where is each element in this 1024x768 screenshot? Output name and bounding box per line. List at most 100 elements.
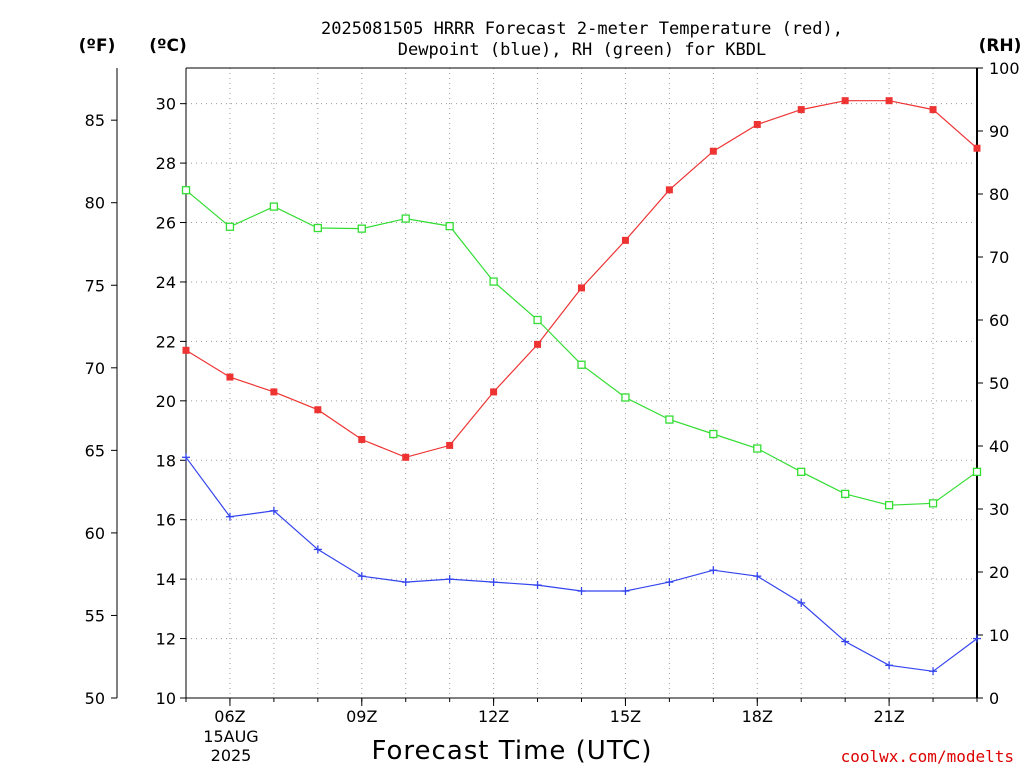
chart-title-line2: Dewpoint (blue), RH (green) for KBDL xyxy=(398,40,766,60)
rh-tick-label: 90 xyxy=(989,122,1009,141)
x-tick-label: 18Z xyxy=(742,707,773,726)
temperature-point xyxy=(270,388,278,396)
celsius-tick-label: 10 xyxy=(156,689,176,708)
rh-point xyxy=(972,467,982,476)
dewpoint-point xyxy=(709,566,718,575)
rh-line xyxy=(185,189,978,506)
rh-point xyxy=(841,489,850,499)
chart-title-line1: 2025081505 HRRR Forecast 2-meter Tempera… xyxy=(321,19,843,39)
rh-tick-label: 100 xyxy=(989,59,1020,78)
fahrenheit-tick-label: 85 xyxy=(85,111,105,130)
dewpoint-point xyxy=(929,667,938,676)
rh-tick-label: 10 xyxy=(989,626,1009,645)
x-tick-label: 09Z xyxy=(346,707,377,726)
dewpoint-point xyxy=(489,578,498,587)
celsius-tick-label: 12 xyxy=(156,630,176,649)
rh-point xyxy=(709,429,718,439)
celsius-tick-label: 24 xyxy=(156,273,176,292)
fahrenheit-tick-label: 80 xyxy=(85,194,105,213)
rh-tick-label: 70 xyxy=(989,248,1009,267)
celsius-tick-label: 26 xyxy=(156,214,176,233)
rh-point xyxy=(269,202,279,211)
rh-point xyxy=(928,499,938,508)
data-series xyxy=(181,97,982,676)
fahrenheit-tick-label: 65 xyxy=(85,441,105,460)
rh-point xyxy=(313,223,322,233)
temperature-point xyxy=(226,373,234,381)
rh-point xyxy=(797,467,806,476)
rh-point xyxy=(533,315,542,325)
fahrenheit-tick-label: 70 xyxy=(85,359,105,378)
temperature-point xyxy=(490,388,498,396)
rh-tick-label: 40 xyxy=(989,437,1009,456)
rh-point xyxy=(577,360,586,369)
date-label-day: 15AUG xyxy=(203,727,258,746)
dewpoint-point xyxy=(225,512,234,521)
site-credit: coolwx.com/modelts xyxy=(841,747,1014,766)
dewpoint-point xyxy=(313,545,322,554)
fahrenheit-tick-label: 50 xyxy=(85,689,105,708)
dewpoint-point xyxy=(621,587,630,596)
rh-point xyxy=(357,224,366,233)
temperature-point xyxy=(709,147,717,155)
rh-point xyxy=(225,222,235,231)
temperature-point xyxy=(358,435,366,443)
x-tick-label: 12Z xyxy=(478,707,509,726)
fahrenheit-tick-label: 55 xyxy=(85,606,105,625)
axes: 50 55 60 65 70 75 80 85 10 12 14 16 18 20 22 24 26 28 30 0 1… xyxy=(85,59,1020,726)
dewpoint-point xyxy=(841,637,850,646)
x-tick-label: 21Z xyxy=(873,707,904,726)
temperature-point xyxy=(973,144,981,152)
temperature-point xyxy=(578,284,585,292)
temperature-point xyxy=(534,340,542,348)
grid-lines xyxy=(186,68,977,698)
temperature-point xyxy=(797,106,805,114)
temperature-point xyxy=(929,106,937,114)
date-label-year: 2025 xyxy=(211,746,252,765)
dewpoint-point xyxy=(753,572,762,581)
rh-point xyxy=(489,277,498,286)
celsius-tick-label: 18 xyxy=(156,451,176,470)
temperature-point xyxy=(402,453,410,461)
series-dewpoint xyxy=(182,453,981,676)
dewpoint-point xyxy=(445,575,454,584)
celsius-tick-label: 28 xyxy=(156,154,176,173)
x-axis-title: Forecast Time (UTC) xyxy=(371,736,652,766)
dewpoint-point xyxy=(797,598,806,607)
series-rh xyxy=(181,186,982,510)
rh-point xyxy=(884,501,894,510)
rh-point xyxy=(401,214,410,223)
celsius-tick-label: 16 xyxy=(156,511,176,530)
rh-tick-label: 50 xyxy=(989,374,1009,393)
fahrenheit-tick-label: 60 xyxy=(85,524,105,543)
dewpoint-point xyxy=(401,578,410,587)
celsius-unit-label: (ºC) xyxy=(149,36,187,56)
rh-tick-label: 80 xyxy=(989,185,1009,204)
rh-tick-label: 0 xyxy=(989,689,999,708)
temperature-point xyxy=(753,120,761,128)
temperature-point xyxy=(621,236,629,244)
dewpoint-point xyxy=(577,587,586,596)
rh-point xyxy=(753,444,762,453)
rh-point xyxy=(665,415,674,424)
temperature-point xyxy=(885,97,893,105)
dewpoint-point xyxy=(182,453,190,462)
x-tick-label: 06Z xyxy=(214,707,245,726)
rh-point xyxy=(445,221,454,231)
celsius-tick-label: 30 xyxy=(156,95,176,114)
rh-point xyxy=(621,393,630,402)
temperature-point xyxy=(314,406,322,414)
dewpoint-point xyxy=(357,572,366,581)
temperature-point xyxy=(665,186,673,194)
rh-tick-label: 30 xyxy=(989,500,1009,519)
dewpoint-point xyxy=(885,661,894,670)
celsius-tick-label: 22 xyxy=(156,332,176,351)
rh-tick-label: 60 xyxy=(989,311,1009,330)
rh-unit-label: (RH) xyxy=(979,36,1022,56)
temperature-point xyxy=(182,346,190,354)
dewpoint-line xyxy=(185,456,978,672)
series-temperature xyxy=(182,97,981,461)
temperature-point xyxy=(446,441,454,449)
dewpoint-point xyxy=(973,634,981,643)
